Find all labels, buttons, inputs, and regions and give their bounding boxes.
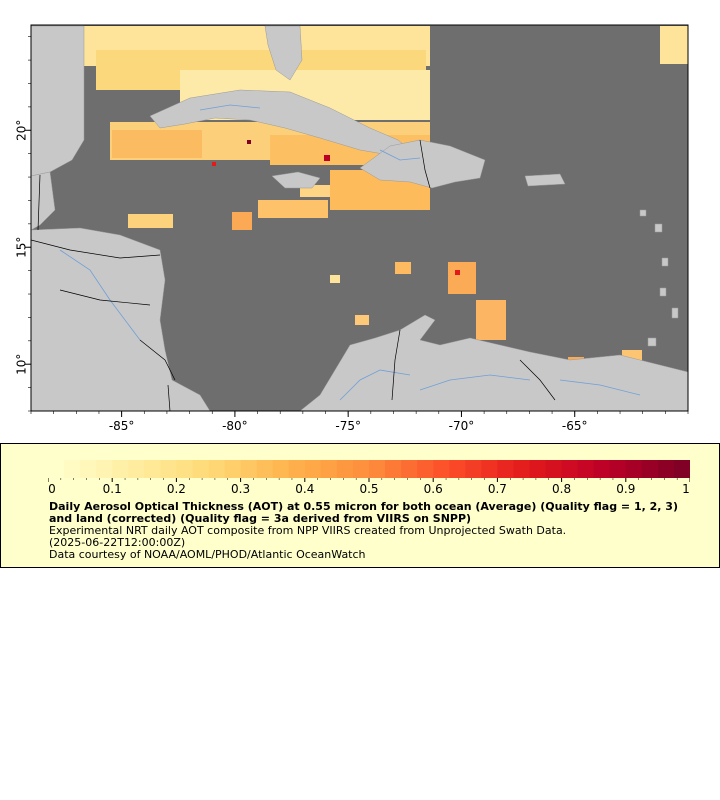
colorbar-cell: [369, 460, 386, 478]
colorbar-cell: [304, 460, 322, 478]
colorbar-cell: [240, 460, 258, 478]
y-tick-label: 10°: [15, 354, 29, 375]
legend-description: Experimental NRT daily AOT composite fro…: [49, 524, 567, 537]
colorbar-cell: [48, 460, 65, 478]
colorbar-cell: [160, 460, 177, 478]
colorbar-cell: [545, 460, 563, 478]
land: [31, 25, 688, 411]
x-tick-label: -80°: [222, 419, 248, 433]
colorbar-cell: [256, 460, 274, 478]
colorbar-cell: [481, 460, 498, 478]
puerto-rico: [524, 173, 566, 187]
south-america: [299, 314, 688, 411]
central-america: [31, 227, 211, 411]
colorbar-cell: [673, 460, 690, 478]
colorbar-cell: [513, 460, 530, 478]
colorbar-tick-label: 0.8: [552, 482, 571, 496]
colorbar-tick-label: 1: [682, 482, 690, 496]
x-tick-label: -65°: [562, 419, 588, 433]
hispaniola: [359, 139, 486, 189]
colorbar-cell: [64, 460, 81, 478]
colorbar-cell: [272, 460, 290, 478]
colorbar-cell: [641, 460, 659, 478]
map-figure: -85° -80° -75° -70° -65° 20° 15° 10°: [15, 24, 689, 433]
colorbar-tick-label: 0.3: [231, 482, 250, 496]
country-borders: [31, 139, 556, 411]
colorbar-cell: [657, 460, 675, 478]
colorbar-tick-label: 0.1: [103, 482, 122, 496]
colorbar-cell: [609, 460, 627, 478]
colorbar-cell: [625, 460, 643, 478]
x-tick-label: -70°: [449, 419, 475, 433]
legend-credit: Data courtesy of NOAA/AOML/PHOD/Atlantic…: [49, 548, 366, 561]
colorbar-cell: [449, 460, 466, 478]
colorbar-cell: [352, 460, 370, 478]
colorbar-cell: [385, 460, 402, 478]
plot-frame: [30, 24, 689, 412]
y-tick-label: 15°: [15, 237, 29, 258]
colorbar-cell: [176, 460, 193, 478]
colorbar-cell: [401, 460, 418, 478]
aot-swath-north: [84, 26, 688, 210]
colorbar-cell: [336, 460, 354, 478]
colorbar-cell: [577, 460, 595, 478]
colorbar-cell: [593, 460, 611, 478]
florida: [264, 25, 303, 81]
legend-panel: 0 0.1 0.2 0.3 0.4 0.5 0.6 0.7 0.8 0.9 1 Daily Aero…: [0, 443, 720, 568]
colorbar-cell: [417, 460, 434, 478]
colorbar-cell: [208, 460, 226, 478]
colorbar-cell: [192, 460, 209, 478]
colorbar-tick-label: 0.7: [488, 482, 507, 496]
colorbar-cells: [48, 460, 690, 478]
colorbar-cell: [224, 460, 242, 478]
colorbar-cell: [288, 460, 306, 478]
colorbar-cell: [144, 460, 161, 478]
colorbar-cell: [529, 460, 547, 478]
colorbar-cell: [433, 460, 450, 478]
colorbar-tick-label: 0.4: [295, 482, 314, 496]
colorbar-cell: [112, 460, 129, 478]
colorbar-cell: [320, 460, 338, 478]
colorbar: 0 0.1 0.2 0.3 0.4 0.5 0.6 0.7 0.8 0.9 1: [48, 460, 690, 496]
legend-title: Daily Aerosol Optical Thickness (AOT) at…: [49, 500, 678, 525]
axis-ticks: -85° -80° -75° -70° -65° 20° 15° 10°: [15, 36, 689, 433]
lesser-antilles: [639, 209, 679, 347]
legend-date: (2025-06-22T12:00:00Z): [49, 536, 186, 549]
colorbar-cell: [497, 460, 514, 478]
aot-patches: [128, 140, 642, 365]
jamaica: [271, 171, 321, 189]
colorbar-tick-label: 0: [48, 482, 56, 496]
belize: [31, 171, 56, 231]
map-svg: -85° -80° -75° -70° -65° 20° 15° 10°: [15, 24, 689, 433]
colorbar-cell: [80, 460, 97, 478]
colorbar-cell: [465, 460, 482, 478]
rivers: [59, 104, 641, 401]
colorbar-cell: [561, 460, 579, 478]
colorbar-ticks: 0 0.1 0.2 0.3 0.4 0.5 0.6 0.7 0.8 0.9 1: [48, 478, 690, 496]
colorbar-tick-label: 0.5: [359, 482, 378, 496]
y-tick-label: 20°: [15, 120, 29, 141]
x-tick-label: -75°: [335, 419, 361, 433]
yucatan: [31, 25, 85, 177]
colorbar-tick-label: 0.2: [167, 482, 186, 496]
colorbar-tick-label: 0.6: [424, 482, 443, 496]
colorbar-cell: [128, 460, 145, 478]
colorbar-tick-label: 0.9: [616, 482, 635, 496]
x-tick-label: -85°: [109, 419, 135, 433]
colorbar-cell: [96, 460, 113, 478]
